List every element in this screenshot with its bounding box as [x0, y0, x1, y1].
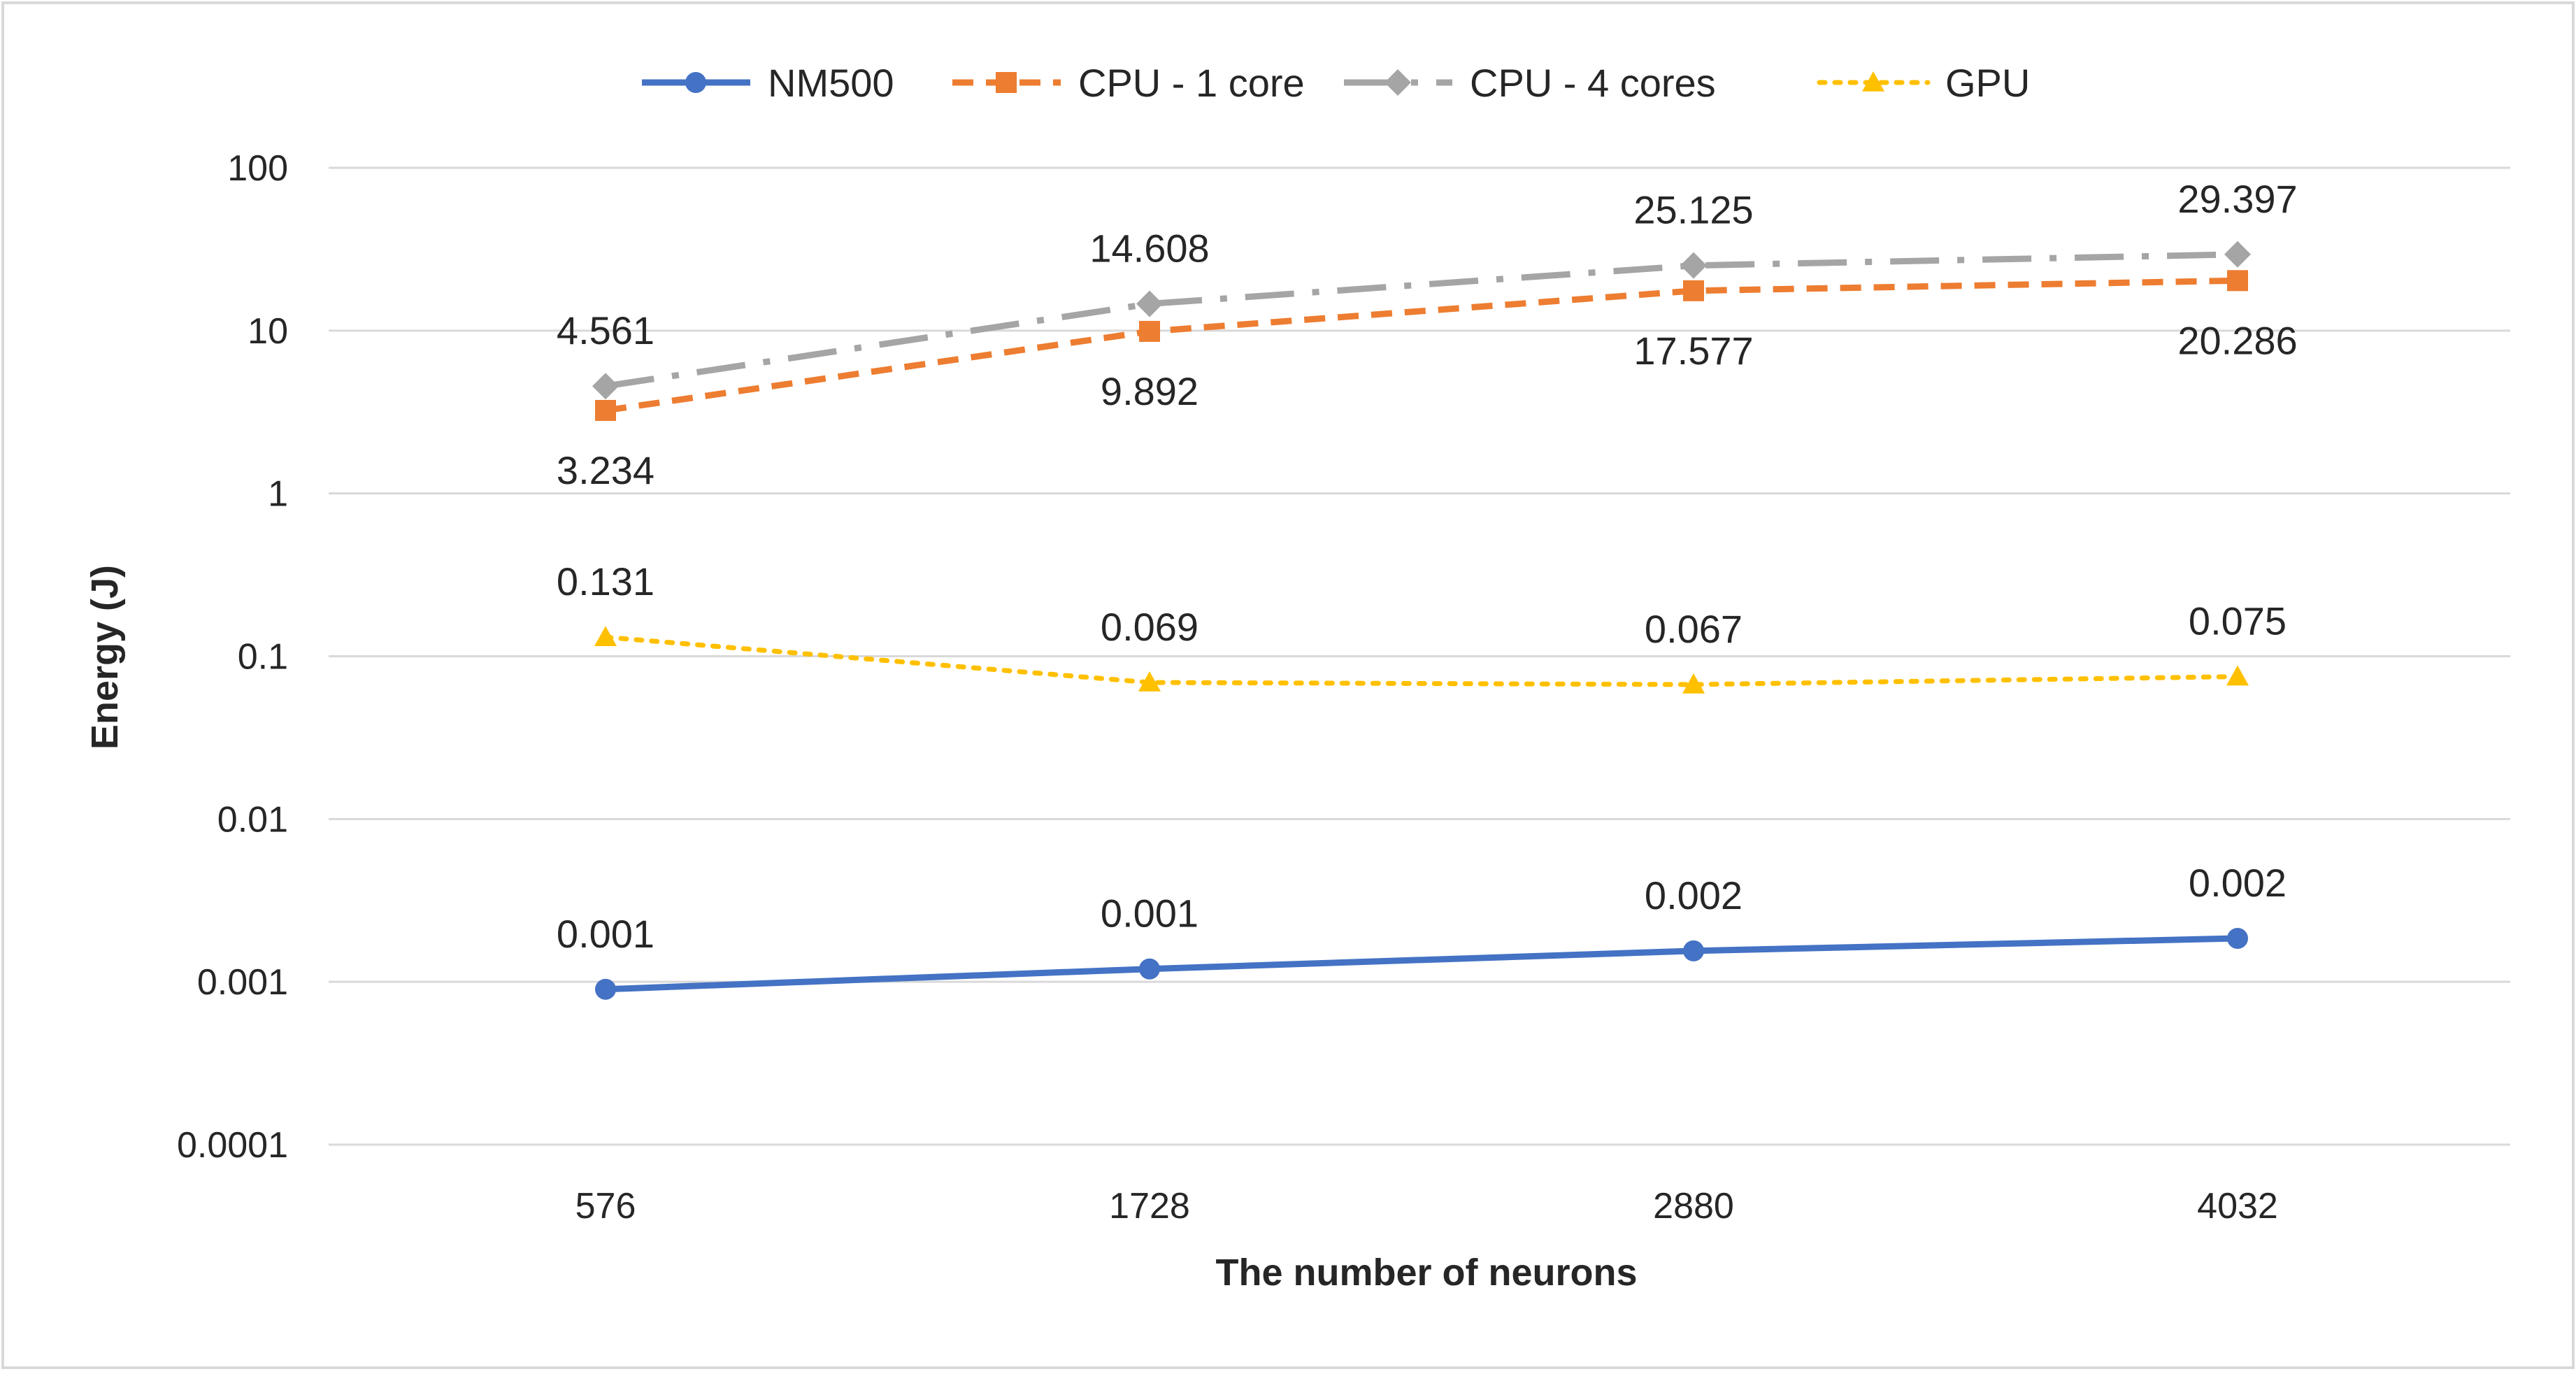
- diamond-marker: [2224, 241, 2251, 268]
- x-tick-label: 2880: [1653, 1186, 1734, 1226]
- data-label: 0.001: [557, 912, 654, 956]
- circle-marker: [1683, 940, 1704, 961]
- x-axis-ticks: 576 1728 2880 4032: [575, 1186, 2278, 1226]
- data-label: 0.001: [1101, 892, 1198, 936]
- legend-square-marker: [996, 72, 1017, 93]
- x-tick-label: 1728: [1109, 1186, 1190, 1226]
- data-label: 3.234: [557, 448, 654, 492]
- y-tick-label: 0.01: [217, 799, 288, 840]
- data-label: 25.125: [1633, 188, 1753, 232]
- data-label: 14.608: [1089, 227, 1209, 271]
- series-gpu: [594, 626, 2249, 694]
- legend-item-nm500[interactable]: NM500: [642, 61, 894, 105]
- legend-item-gpu[interactable]: GPU: [1817, 61, 2030, 105]
- y-axis-title: Energy (J): [84, 565, 126, 750]
- data-label: 0.002: [1645, 873, 1743, 917]
- legend-label: CPU - 4 cores: [1470, 61, 1716, 105]
- circle-marker: [1139, 958, 1160, 980]
- legend-label: GPU: [1945, 61, 2030, 105]
- data-label: 17.577: [1633, 329, 1753, 373]
- series-line: [603, 634, 2240, 687]
- series-cpu-4-cores: [592, 241, 2251, 400]
- series-line: [605, 935, 2238, 993]
- square-marker: [595, 399, 616, 421]
- legend-triangle-marker: [1862, 71, 1884, 92]
- data-label: 0.131: [557, 559, 654, 603]
- triangle-marker: [1682, 673, 1705, 694]
- data-label: 0.075: [2189, 599, 2287, 643]
- diamond-marker: [1136, 290, 1163, 317]
- series-cpu-1-core: [595, 270, 2248, 421]
- y-tick-label: 0.0001: [177, 1125, 288, 1166]
- y-tick-label: 10: [248, 311, 288, 352]
- circle-marker: [595, 978, 616, 1000]
- legend-diamond-marker: [1384, 69, 1411, 96]
- y-tick-label: 1: [268, 474, 288, 515]
- triangle-marker: [1138, 671, 1161, 692]
- gridlines: [329, 166, 2510, 1146]
- data-label: 0.002: [2189, 861, 2287, 905]
- series-line: [605, 277, 2238, 414]
- series-group: [592, 241, 2251, 1000]
- legend-item-cpu-4-cores[interactable]: CPU - 4 cores: [1344, 61, 1716, 105]
- series-nm500: [595, 927, 2248, 1000]
- data-label: 4.561: [557, 308, 654, 352]
- legend-label: CPU - 1 core: [1078, 61, 1305, 105]
- y-tick-label: 100: [227, 148, 288, 189]
- diamond-marker: [1680, 252, 1707, 279]
- legend-item-cpu-1-core[interactable]: CPU - 1 core: [952, 61, 1305, 105]
- triangle-marker: [594, 626, 617, 646]
- y-axis-ticks: 100 10 1 0.1 0.01 0.001 0.0001: [177, 148, 288, 1166]
- x-tick-label: 576: [575, 1186, 636, 1226]
- x-axis-title: The number of neurons: [1215, 1252, 1637, 1294]
- y-tick-label: 0.001: [197, 962, 288, 1003]
- data-label: 29.397: [2177, 177, 2297, 221]
- triangle-marker: [2226, 665, 2249, 686]
- circle-marker: [2227, 927, 2248, 949]
- data-labels: 0.131 0.069 0.067 0.075 0.001 0.001 0.002 0.002…: [557, 177, 2298, 956]
- square-marker: [1139, 320, 1160, 342]
- legend-circle-marker: [685, 72, 706, 93]
- data-label: 20.286: [2177, 318, 2297, 362]
- data-label: 0.067: [1645, 607, 1743, 651]
- data-label: 0.069: [1101, 605, 1198, 649]
- legend[interactable]: NM500 CPU - 1 core CPU - 4 cores GPU: [642, 61, 2030, 105]
- legend-label: NM500: [768, 61, 894, 105]
- data-label: 9.892: [1101, 369, 1198, 413]
- square-marker: [1683, 280, 1704, 301]
- y-tick-label: 0.1: [238, 637, 288, 678]
- square-marker: [2227, 270, 2248, 292]
- x-tick-label: 4032: [2197, 1186, 2278, 1226]
- diamond-marker: [592, 373, 619, 400]
